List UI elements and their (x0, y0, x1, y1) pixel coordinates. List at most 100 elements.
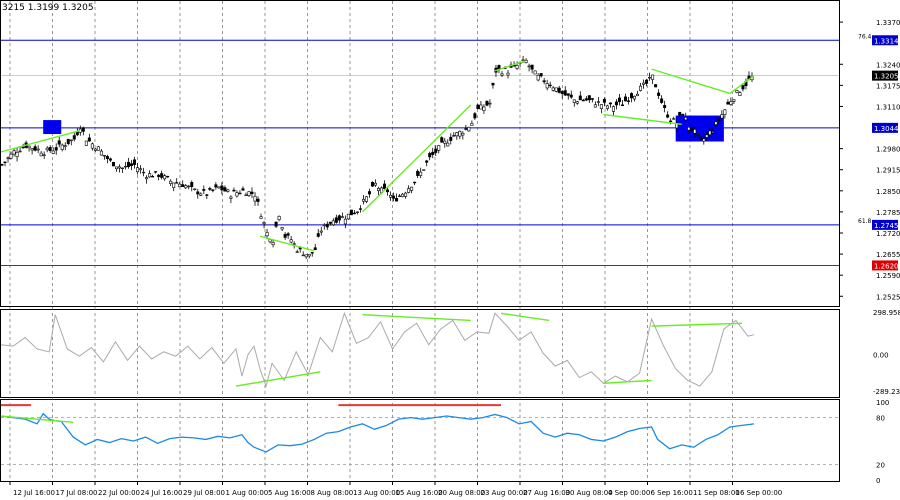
candle-body (48, 147, 52, 151)
candle-body (657, 92, 661, 96)
candle-body (642, 82, 646, 85)
candle-body (398, 195, 402, 197)
candle-body (572, 99, 576, 103)
candle-body (310, 252, 314, 254)
candle-body (301, 254, 305, 257)
candle-body (361, 198, 365, 202)
candle-body (214, 184, 218, 188)
candle-body (367, 191, 371, 195)
price-trend-line (651, 68, 731, 95)
candle-body (78, 128, 82, 133)
candle-body (434, 148, 438, 153)
candle-body (220, 185, 224, 191)
x-tick-label: 5 Aug 16:00 (268, 489, 311, 497)
candle-body (337, 215, 341, 221)
candle-body (548, 84, 552, 87)
x-tick-label: 22 Jul 00:00 (98, 489, 140, 497)
candle-body (54, 147, 58, 151)
level-price-value: 1.2745 (874, 222, 899, 230)
candle-body (226, 189, 230, 192)
candle-body (151, 175, 155, 178)
candle-body (250, 191, 254, 194)
candle-body (500, 73, 504, 76)
candle-body (476, 104, 480, 109)
rsi-tick-label: 0 (876, 477, 880, 485)
candle-body (307, 253, 311, 257)
cci-scale-label: 298.9583 (873, 309, 900, 317)
candle-body (253, 195, 257, 202)
candle-body (160, 173, 164, 178)
candle-body (425, 160, 429, 163)
candle-body (575, 101, 579, 104)
candle-body (373, 182, 377, 186)
candle-body (87, 137, 91, 142)
candle-body (437, 145, 441, 151)
candle-body (172, 182, 176, 188)
candle-body (404, 192, 408, 197)
candle-body (455, 132, 459, 137)
candle-body (163, 175, 167, 180)
candle-body (440, 137, 444, 143)
candle-body (256, 198, 260, 202)
candle-body (617, 97, 621, 103)
candle-body (36, 148, 40, 151)
ohlc-header: 3215 1.3199 1.3205 (2, 3, 94, 13)
price-tick-label: 1.2850 (876, 188, 900, 196)
candle-body (672, 118, 676, 120)
candle-body (458, 131, 462, 137)
price-tick-label: 1.2915 (876, 167, 900, 175)
price-tick-label: 1.3175 (876, 82, 900, 90)
candle-body (726, 101, 730, 105)
rsi-trend-line (0, 415, 74, 423)
x-tick-label: 17 Jul 08:00 (56, 489, 98, 497)
candle-body (319, 230, 323, 233)
candle-body (626, 100, 630, 102)
candle-body (590, 98, 594, 100)
candle-body (711, 131, 715, 133)
candle-body (187, 185, 191, 188)
candle-body (238, 192, 242, 195)
x-tick-label: 24 Jul 16:00 (141, 489, 183, 497)
price-tick-label: 1.3370 (876, 19, 900, 27)
candle-body (717, 119, 721, 121)
candle-body (560, 91, 564, 94)
candle-body (428, 153, 432, 158)
candle-body (217, 186, 221, 189)
candle-body (6, 157, 10, 159)
x-tick-label: 4 Sep 00:00 (608, 489, 650, 497)
cci-trend-line (651, 322, 742, 327)
candle-body (90, 143, 94, 149)
candle-body (117, 166, 121, 169)
candle-body (599, 104, 603, 109)
candle-body (587, 95, 591, 101)
zone-box (43, 120, 62, 135)
candle-body (482, 106, 486, 112)
candle-body (452, 135, 456, 137)
candle-body (123, 165, 127, 168)
candle-body (401, 193, 405, 197)
candle-body (66, 138, 70, 144)
candle-body (184, 185, 188, 189)
candle-body (705, 134, 709, 138)
candle-body (208, 188, 212, 190)
candle-body (563, 90, 567, 96)
x-tick-label: 11 Sep 08:00 (693, 489, 740, 497)
candle-body (602, 98, 606, 103)
candle-body (376, 187, 380, 192)
candle-body (395, 197, 399, 202)
candle-body (422, 169, 426, 171)
candle-body (633, 95, 637, 100)
candle-body (39, 152, 43, 157)
candle-body (545, 83, 549, 89)
candle-body (407, 188, 411, 193)
candle-body (530, 64, 534, 70)
candle-body (608, 102, 612, 105)
current-price-value: 1.3205 (874, 73, 899, 81)
candle-body (470, 123, 474, 126)
price-tick-label: 1.2720 (876, 230, 900, 238)
candle-body (346, 213, 350, 220)
candle-body (464, 128, 468, 130)
candle-body (322, 224, 326, 227)
candle-body (157, 174, 161, 177)
